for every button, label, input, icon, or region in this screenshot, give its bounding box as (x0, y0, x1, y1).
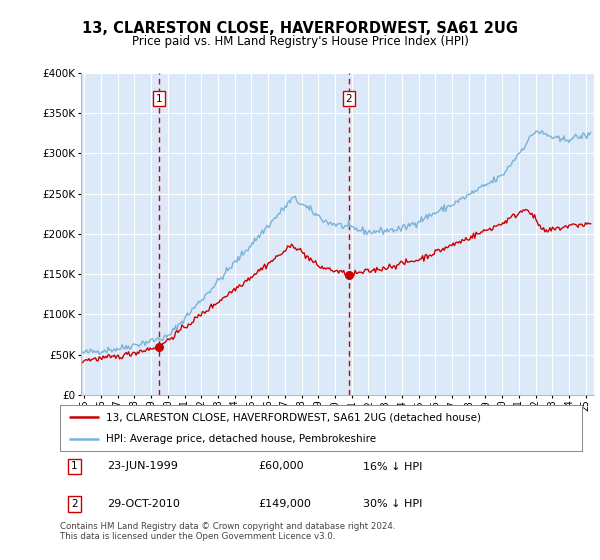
Text: HPI: Average price, detached house, Pembrokeshire: HPI: Average price, detached house, Pemb… (106, 435, 376, 444)
Text: 1: 1 (71, 461, 78, 472)
Text: £149,000: £149,000 (259, 499, 311, 509)
Text: 13, CLARESTON CLOSE, HAVERFORDWEST, SA61 2UG (detached house): 13, CLARESTON CLOSE, HAVERFORDWEST, SA61… (106, 412, 481, 422)
Text: Contains HM Land Registry data © Crown copyright and database right 2024.
This d: Contains HM Land Registry data © Crown c… (60, 522, 395, 542)
Text: 23-JUN-1999: 23-JUN-1999 (107, 461, 178, 472)
Text: Price paid vs. HM Land Registry's House Price Index (HPI): Price paid vs. HM Land Registry's House … (131, 35, 469, 48)
Text: 2: 2 (346, 94, 352, 104)
Text: £60,000: £60,000 (259, 461, 304, 472)
Text: 1: 1 (156, 94, 163, 104)
Text: 2: 2 (71, 499, 78, 509)
Text: 30% ↓ HPI: 30% ↓ HPI (363, 499, 422, 509)
Text: 29-OCT-2010: 29-OCT-2010 (107, 499, 180, 509)
Text: 13, CLARESTON CLOSE, HAVERFORDWEST, SA61 2UG: 13, CLARESTON CLOSE, HAVERFORDWEST, SA61… (82, 21, 518, 36)
Text: 16% ↓ HPI: 16% ↓ HPI (363, 461, 422, 472)
